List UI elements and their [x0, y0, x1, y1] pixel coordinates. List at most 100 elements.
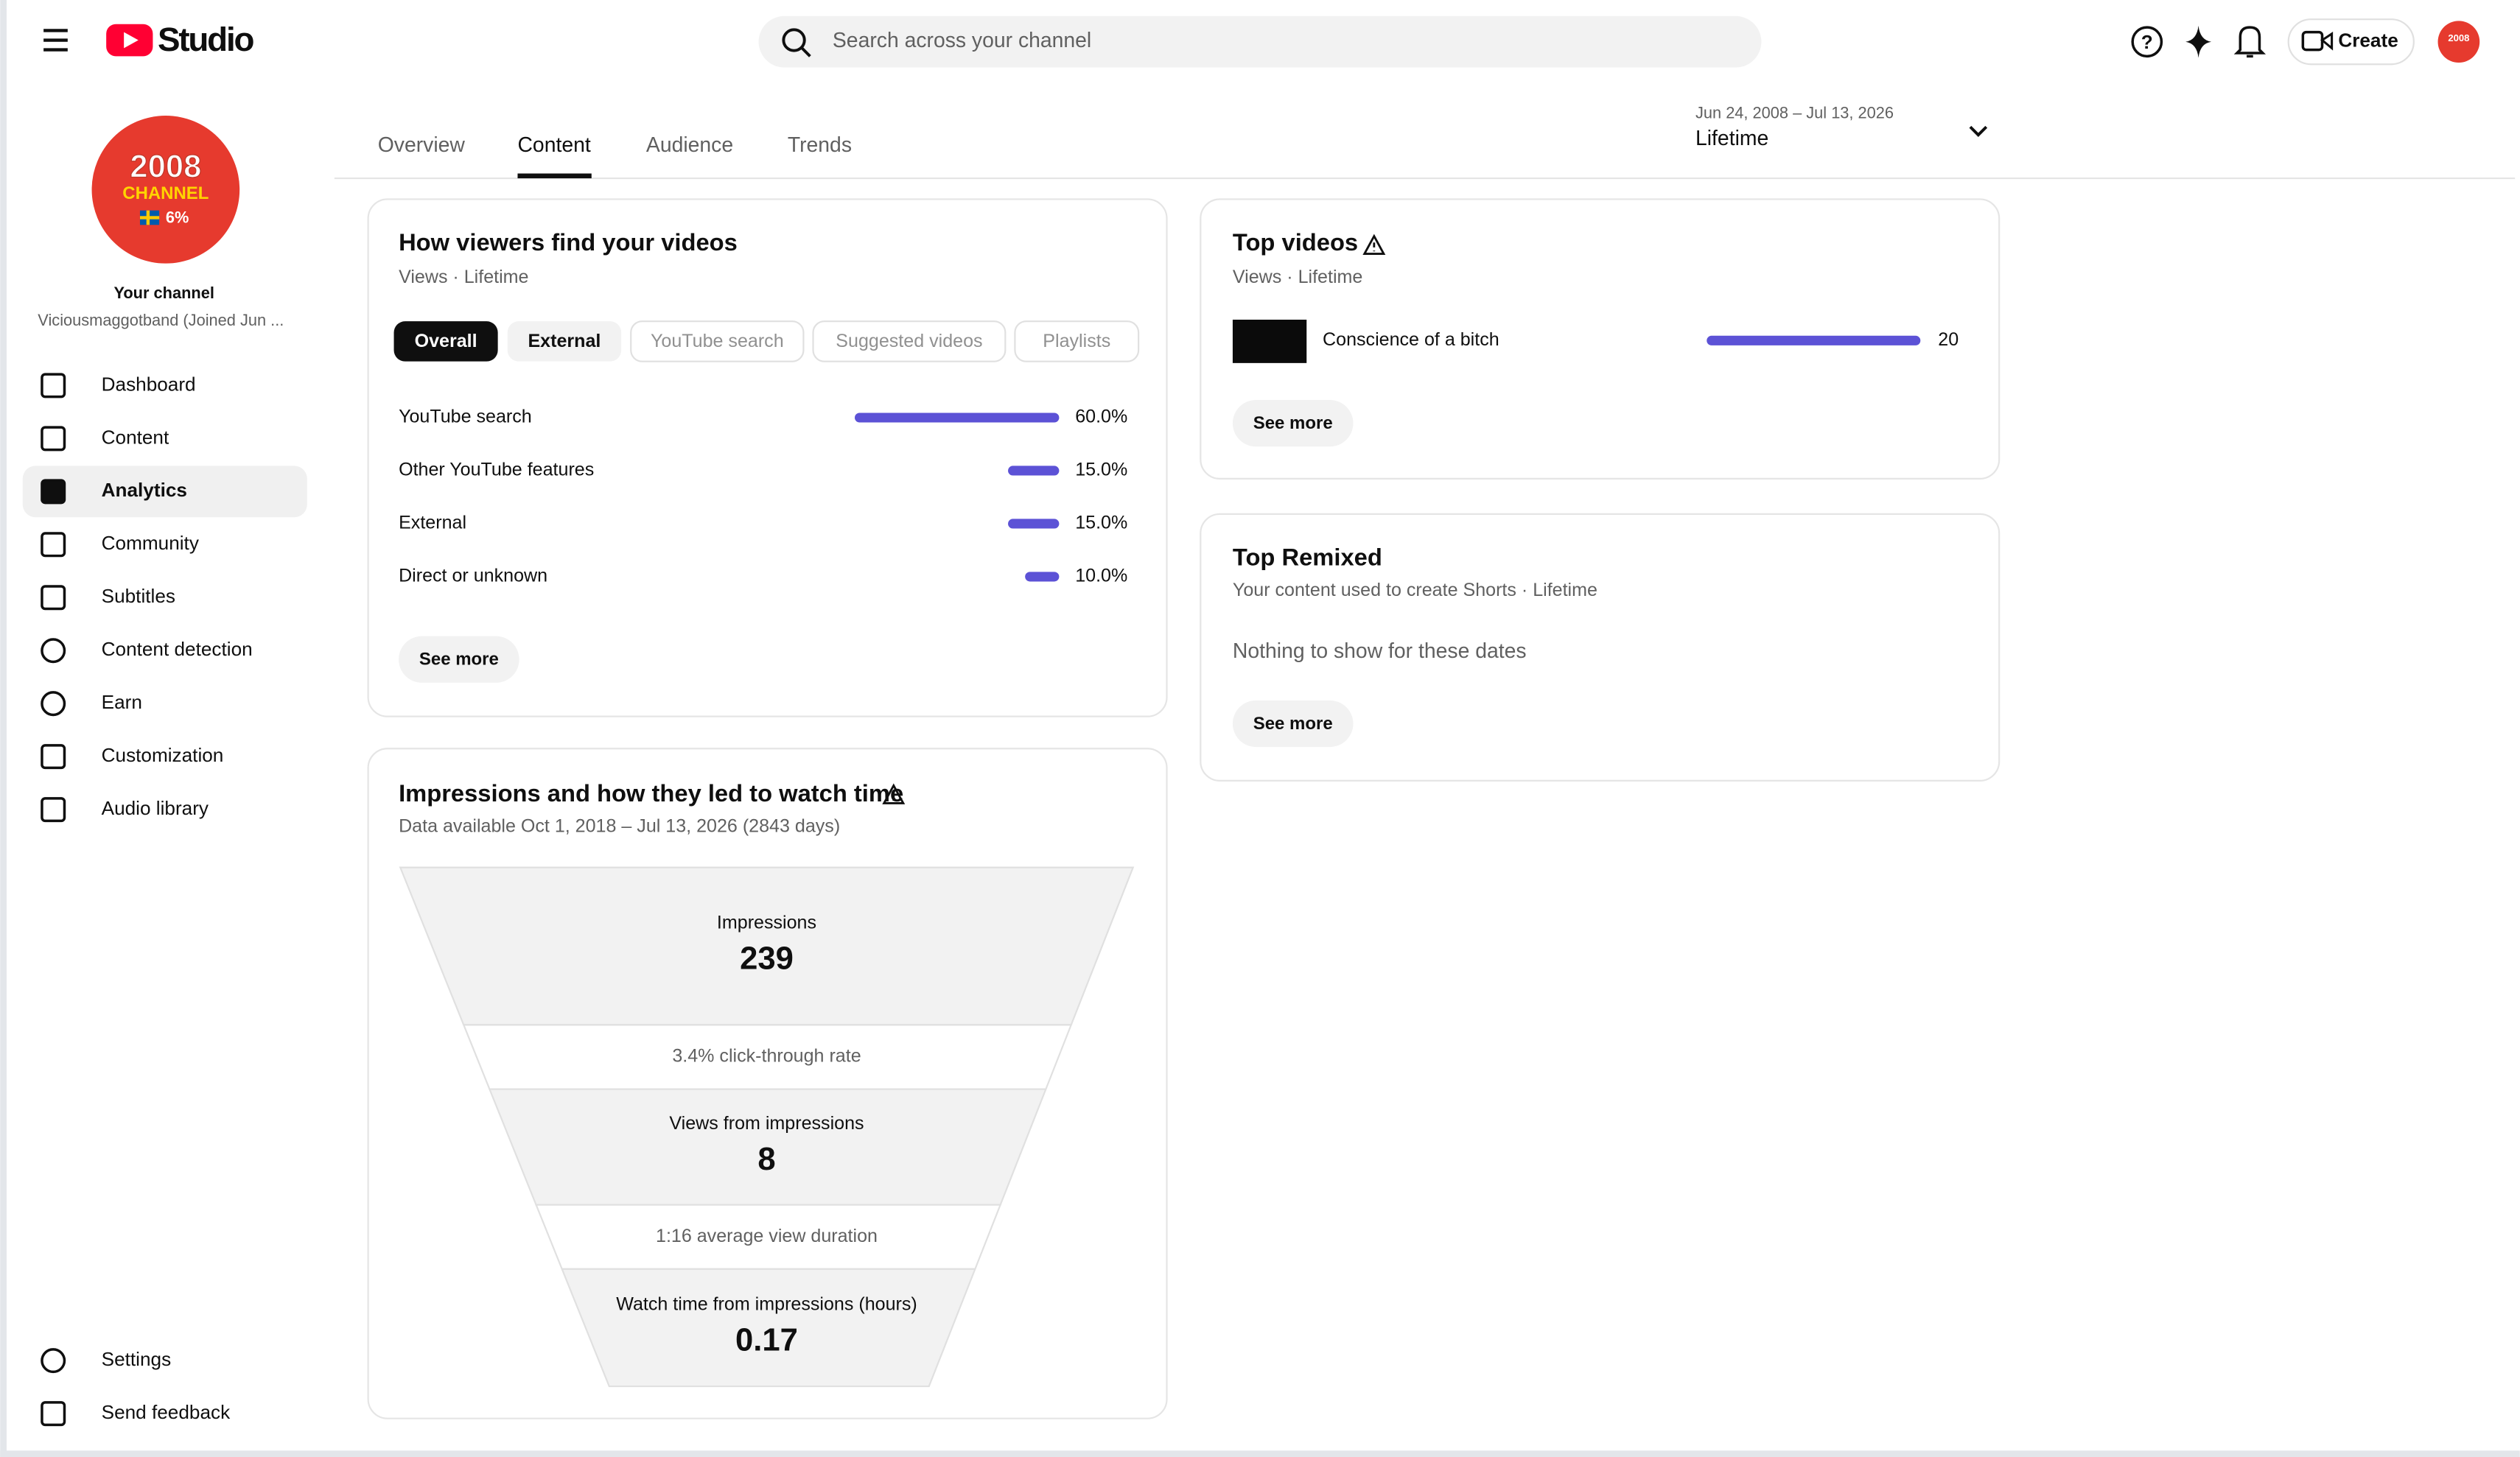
date-range: Jun 24, 2008 – Jul 13, 2026 — [1695, 104, 1894, 122]
nav-label: Audio library — [102, 797, 209, 819]
nav-label: Customization — [102, 744, 224, 766]
source-value: 15.0% — [1075, 460, 1127, 480]
nav-label: Send feedback — [102, 1401, 231, 1423]
filter-label: Playlists — [1043, 331, 1110, 351]
nav-icon — [41, 691, 66, 717]
avatar-flag — [139, 210, 160, 225]
date-dropdown[interactable] — [1969, 125, 1988, 137]
channel-name: Viciousmaggotband (Joined Jun ... — [38, 311, 284, 329]
funnel-label: Views from impressions — [669, 1113, 864, 1134]
nav-icon — [41, 744, 66, 770]
nav-label: Subtitles — [102, 585, 175, 607]
source-bar — [1025, 572, 1060, 582]
nav-label: Earn — [102, 691, 142, 713]
nav-icon — [41, 479, 66, 505]
channel-avatar[interactable] — [91, 116, 240, 264]
nav-label: Dashboard — [102, 373, 196, 395]
tab[interactable]: Overview — [378, 133, 466, 157]
see-more-label: See more — [419, 650, 499, 670]
funnel-label: Impressions — [717, 913, 816, 933]
views-value: 20 — [1938, 329, 1959, 350]
nav-active-bg — [22, 466, 307, 518]
account-avatar-text: 2008 — [2448, 32, 2469, 43]
notifications-button[interactable] — [2233, 26, 2267, 58]
card-subtitle: Views · Lifetime — [1233, 267, 1362, 287]
logo[interactable]: Studio — [106, 21, 256, 58]
nav-icon — [41, 373, 66, 399]
see-more-label: See more — [1253, 714, 1333, 734]
avatar-year: 2008 — [130, 150, 201, 185]
card-subtitle: Your content used to create Shorts · Lif… — [1233, 580, 1597, 600]
source-name: YouTube search — [399, 407, 532, 427]
search-box[interactable] — [758, 15, 1762, 68]
search-placeholder: Search across your channel — [833, 29, 1091, 52]
source-value: 10.0% — [1075, 566, 1127, 586]
nav-icon — [41, 585, 66, 611]
see-more-button[interactable] — [1232, 700, 1354, 748]
svg-text:?: ? — [2141, 31, 2153, 53]
card-title: Top videos — [1233, 228, 1358, 256]
avatar-word: CHANNEL — [122, 183, 209, 203]
card-subtitle: Data available Oct 1, 2018 – Jul 13, 202… — [399, 816, 840, 837]
filter-label: External — [528, 331, 601, 351]
search-icon-handle — [801, 47, 811, 57]
tab[interactable]: Trends — [788, 133, 852, 157]
card-title: Impressions and how they led to watch ti… — [399, 779, 903, 807]
create-button[interactable]: Create — [2287, 18, 2415, 66]
source-bar — [1008, 466, 1060, 476]
tab[interactable]: Audience — [646, 133, 733, 157]
warning-icon — [1362, 234, 1386, 255]
nav-icon — [41, 797, 66, 823]
filter-chip[interactable] — [812, 320, 1007, 362]
filter-chip[interactable] — [393, 321, 498, 362]
nav-label: Content — [102, 426, 169, 448]
funnel-rate: 3.4% click-through rate — [672, 1046, 861, 1067]
filter-chip[interactable] — [507, 321, 622, 362]
tab[interactable]: Content — [517, 133, 590, 157]
frame-bottom — [0, 1450, 2520, 1457]
funnel-stage — [561, 1268, 976, 1388]
filter-label: Suggested videos — [836, 331, 982, 351]
nav-icon — [41, 638, 66, 664]
card — [1200, 513, 2001, 782]
nav-icon — [41, 532, 66, 558]
help-button[interactable]: ? — [2131, 26, 2163, 58]
nav-icon — [41, 1401, 66, 1427]
source-name: External — [399, 513, 466, 533]
avatar-pct: 6% — [166, 208, 189, 226]
see-more-label: See more — [1253, 413, 1333, 433]
ai-button[interactable] — [2185, 25, 2212, 58]
filter-label: Overall — [415, 331, 477, 351]
account-avatar[interactable] — [2437, 21, 2480, 63]
filter-chip[interactable] — [1014, 320, 1140, 362]
date-label: Lifetime — [1695, 127, 1768, 150]
funnel-value: 239 — [740, 941, 794, 977]
search-icon — [782, 28, 806, 52]
source-name: Direct or unknown — [399, 566, 547, 586]
funnel-value: 0.17 — [735, 1323, 798, 1358]
card-title: Top Remixed — [1233, 544, 1382, 571]
source-value: 60.0% — [1075, 407, 1127, 427]
video-title: Conscience of a bitch — [1323, 329, 1499, 350]
channel-title: Your channel — [113, 284, 214, 302]
source-bar — [854, 412, 1060, 423]
funnel-label: Watch time from impressions (hours) — [616, 1294, 917, 1315]
see-more-button[interactable] — [399, 636, 519, 683]
funnel-value: 8 — [757, 1142, 775, 1177]
nav-label: Analytics — [102, 479, 187, 501]
funnel-rate: 1:16 average view duration — [656, 1226, 878, 1246]
card-subtitle: Views · Lifetime — [399, 267, 528, 287]
empty-message: Nothing to show for these dates — [1233, 639, 1527, 663]
nav-icon — [41, 1348, 66, 1374]
video-thumbnail[interactable] — [1232, 319, 1307, 363]
menu-button[interactable] — [43, 29, 68, 52]
filter-chip[interactable] — [630, 320, 805, 362]
nav-icon — [41, 426, 66, 452]
source-bar — [1008, 519, 1060, 529]
frame-left — [0, 0, 7, 1457]
see-more-button[interactable] — [1232, 400, 1354, 447]
create-label: Create — [2338, 29, 2398, 52]
source-name: Other YouTube features — [399, 460, 594, 480]
